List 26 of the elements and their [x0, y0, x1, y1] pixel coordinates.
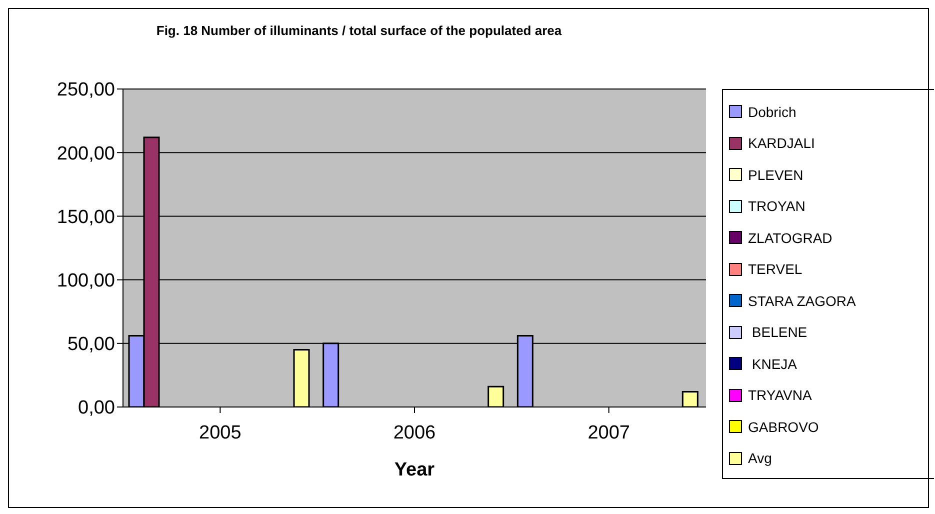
y-tick-label: 250,00: [56, 80, 115, 101]
legend-label: KNEJA: [750, 356, 798, 372]
legend-label: KARDJALI: [748, 135, 815, 152]
legend-label: Avg: [748, 450, 772, 466]
chart-title: Fig. 18 Number of illuminants / total surface of the populated area: [155, 23, 563, 38]
legend-label: STARA ZAGORA: [748, 292, 856, 309]
legend-label: TERVEL: [748, 261, 802, 278]
legend-label: BELENE: [750, 324, 808, 340]
y-tick-label: 100,00: [56, 270, 115, 292]
x-tick-label: 2006: [393, 422, 436, 444]
legend-label: ZLATOGRAD: [748, 230, 832, 246]
legend-label: TROYAN: [748, 198, 806, 214]
legend-label: TRYAVNA: [748, 387, 812, 404]
y-tick-label: 0,00: [78, 398, 115, 419]
bar: [488, 386, 504, 407]
bar: [682, 390, 698, 407]
bar: [293, 349, 310, 407]
x-axis-title: Year: [394, 459, 436, 480]
legend-label: Dobrich: [748, 104, 796, 120]
y-tick-label: 200,00: [56, 143, 115, 164]
legend-label: PLEVEN: [748, 166, 804, 183]
legend-label: GABROVO: [748, 418, 819, 435]
x-tick-label: 2007: [588, 422, 630, 444]
y-tick-label: 50,00: [67, 334, 115, 356]
x-tick-label: 2005: [199, 422, 242, 444]
y-tick-label: 150,00: [56, 206, 115, 228]
